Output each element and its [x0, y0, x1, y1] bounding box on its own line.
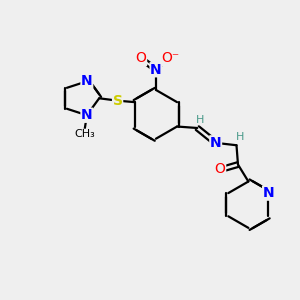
- Text: S: S: [112, 94, 123, 108]
- Text: O⁻: O⁻: [162, 52, 180, 65]
- Text: N: N: [150, 63, 162, 77]
- Text: N: N: [81, 74, 93, 88]
- Text: N: N: [81, 108, 93, 122]
- Text: H: H: [236, 132, 244, 142]
- Text: H: H: [196, 115, 204, 125]
- Text: CH₃: CH₃: [74, 129, 95, 139]
- Text: N: N: [262, 186, 274, 200]
- Text: O: O: [215, 162, 226, 176]
- Text: N: N: [210, 136, 221, 150]
- Text: O: O: [136, 52, 146, 65]
